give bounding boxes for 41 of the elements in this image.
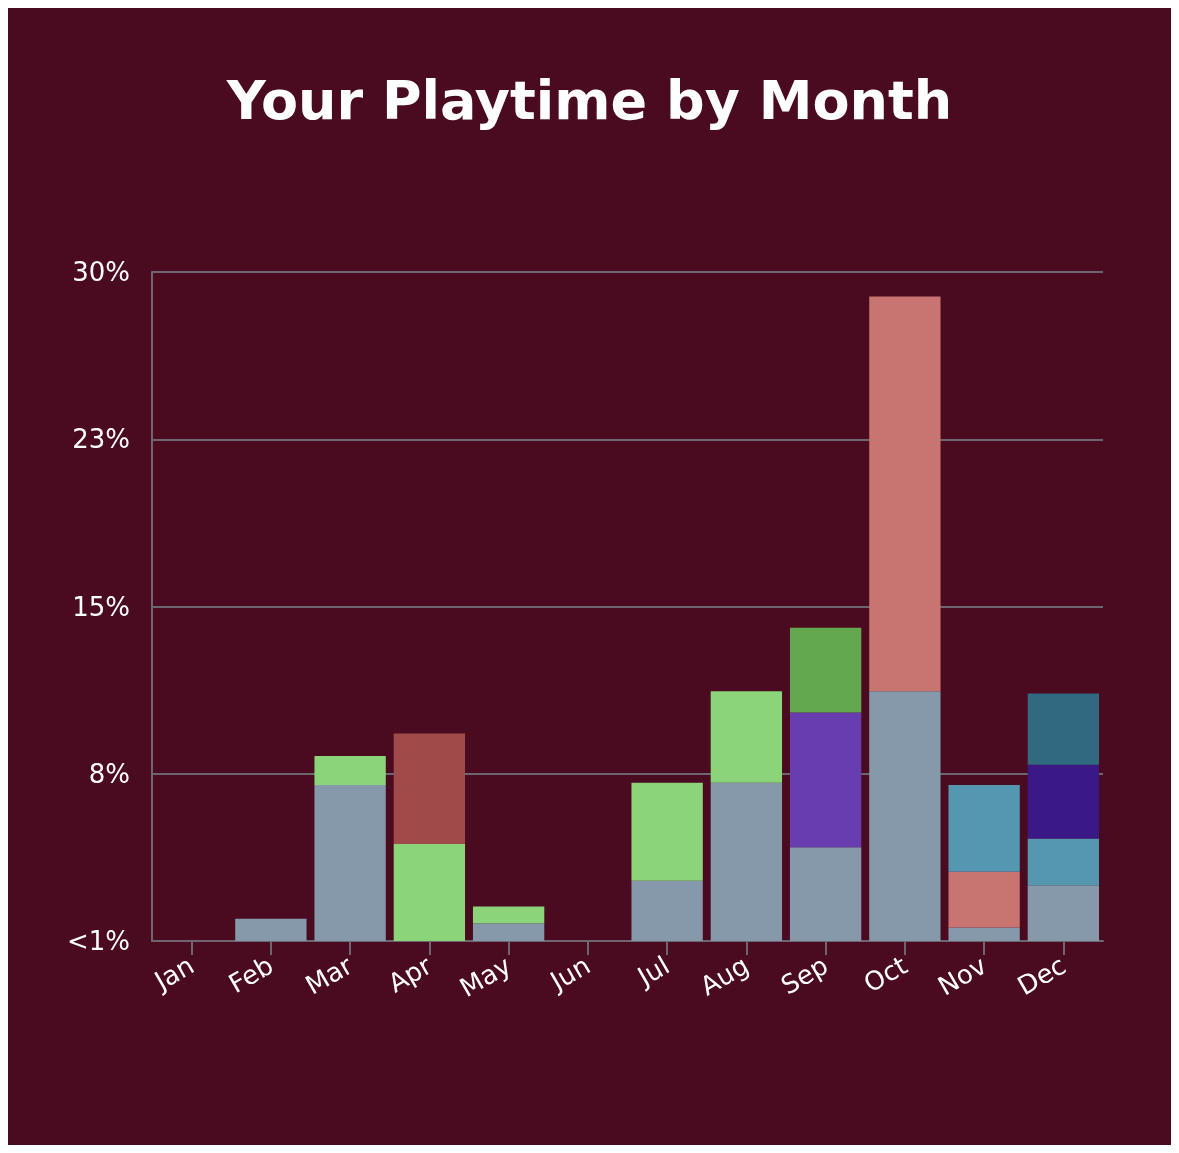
y-tick-label: <1% [66,926,130,956]
y-tick-label: 15% [72,591,130,622]
x-tick-label: Jan [147,950,200,998]
bar [472,906,545,924]
y-tick-label: 8% [88,758,130,789]
bar [869,296,941,692]
bar [631,782,703,881]
bar [1027,838,1100,886]
x-tick-label: May [454,950,517,1003]
bar [869,691,941,941]
bar [789,847,862,941]
y-tick-label: 23% [72,424,130,455]
chart-title: Your Playtime by Month [225,68,953,132]
x-tick-label: Aug [694,950,754,1002]
bar [710,691,783,783]
x-tick-label: Apr [382,949,438,999]
x-tick-label: Oct [858,950,913,999]
bar [472,923,545,941]
bar [314,755,386,785]
bar [393,733,466,844]
x-tick-label: Mar [300,949,358,1001]
bar [1027,885,1100,941]
bar [948,927,1020,941]
bar [789,627,862,713]
x-tick-label: Sep [775,950,834,1001]
x-tick-label: Jun [543,950,596,998]
bar [393,844,466,941]
x-tick-label: Nov [932,950,992,1002]
bar [1027,764,1100,839]
bar [948,871,1020,928]
x-tick-label: Dec [1012,950,1071,1002]
bar [314,784,386,941]
bar [1027,693,1100,765]
bar [235,918,307,941]
bar [948,784,1020,872]
bar [710,782,783,941]
x-tick-label: Jul [630,950,675,993]
bar [631,880,703,941]
y-tick-label: 30% [72,257,130,287]
bar [789,712,862,848]
x-tick-label: Feb [223,950,279,999]
